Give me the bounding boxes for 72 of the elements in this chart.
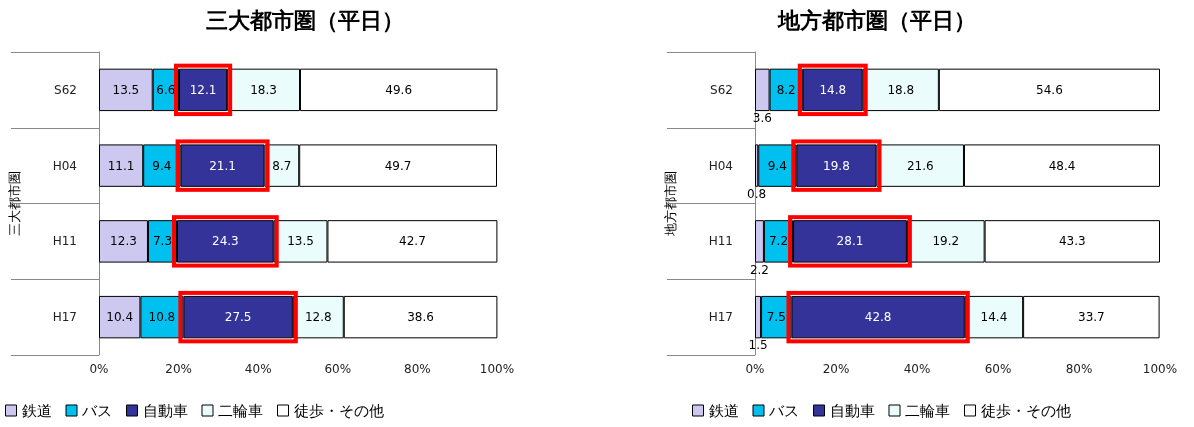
y-tick-label: S62 — [54, 82, 77, 97]
data-label: 12.8 — [304, 310, 332, 325]
data-label: 24.3 — [212, 234, 239, 249]
data-label: 11.1 — [107, 158, 135, 173]
legend-label: 鉄道 — [708, 401, 739, 420]
chart-title: 三大都市圏（平日） — [206, 7, 404, 33]
data-label: 0.8 — [747, 186, 767, 201]
y-tick-label: H11 — [52, 234, 77, 249]
x-tick-label: 100% — [1142, 362, 1178, 376]
x-tick-label: 100% — [479, 362, 515, 376]
y-tick-label: S62 — [710, 82, 733, 97]
data-label: 10.8 — [148, 310, 176, 325]
data-label: 18.8 — [887, 82, 915, 97]
x-tick-label: 40% — [903, 362, 931, 376]
data-label: 42.8 — [864, 310, 892, 325]
data-label: 8.2 — [776, 82, 796, 97]
legend-label: バス — [768, 401, 799, 420]
data-label: 49.7 — [384, 158, 412, 173]
data-label: 13.5 — [112, 82, 140, 97]
legend-label: 二輪車 — [905, 401, 950, 420]
x-tick-label: 20% — [165, 362, 192, 376]
legend-label: 二輪車 — [218, 401, 263, 420]
x-tick-label: 40% — [244, 362, 272, 376]
data-label: 13.5 — [287, 234, 314, 249]
data-label: 14.4 — [980, 310, 1008, 325]
data-label: 8.7 — [272, 158, 292, 173]
data-label: 49.6 — [385, 82, 413, 97]
data-label: 10.4 — [106, 310, 134, 325]
data-label: 9.4 — [767, 158, 787, 173]
data-label: 21.6 — [906, 158, 934, 173]
x-tick-label: 80% — [1065, 362, 1093, 376]
legend-label: 鉄道 — [21, 401, 52, 420]
data-label: 7.2 — [768, 234, 789, 249]
legend-label: 自動車 — [829, 401, 875, 420]
data-label: 27.5 — [224, 310, 252, 325]
x-tick-label: 0% — [745, 362, 765, 376]
data-label: 28.1 — [836, 234, 864, 249]
x-tick-label: 60% — [324, 362, 352, 376]
data-label: 21.1 — [209, 158, 236, 173]
data-label: 38.6 — [407, 310, 434, 325]
data-label: 42.7 — [399, 234, 426, 249]
chart-title: 地方都市圏（平日） — [777, 7, 976, 33]
data-label: 18.3 — [250, 82, 277, 97]
data-label: 12.3 — [110, 234, 137, 249]
data-label: 7.5 — [766, 310, 786, 325]
y-tick-label: H17 — [708, 310, 733, 325]
legend-label: 自動車 — [142, 401, 188, 420]
data-label: 48.4 — [1048, 158, 1076, 173]
data-label: 19.8 — [823, 158, 850, 173]
legend-label: 徒歩・その他 — [980, 401, 1071, 420]
x-tick-label: 20% — [822, 362, 850, 376]
x-tick-label: 60% — [984, 362, 1012, 376]
data-label: 7.3 — [152, 234, 173, 249]
data-label: 19.2 — [932, 234, 960, 249]
x-tick-label: 80% — [404, 362, 431, 376]
data-label: 2.2 — [749, 262, 769, 277]
legend-label: バス — [81, 401, 112, 420]
x-tick-label: 0% — [89, 362, 109, 376]
data-label: 43.3 — [1058, 234, 1086, 249]
data-label: 6.6 — [156, 82, 176, 97]
data-label: 14.8 — [819, 82, 847, 97]
data-label: 3.6 — [752, 111, 772, 126]
y-tick-label: H17 — [52, 310, 77, 325]
y-tick-label: H11 — [708, 234, 733, 249]
y-tick-label: H04 — [52, 158, 77, 173]
y-tick-label: H04 — [708, 158, 733, 173]
data-label: 1.5 — [748, 338, 768, 353]
data-label: 54.6 — [1036, 82, 1063, 97]
data-label: 33.7 — [1077, 310, 1105, 325]
data-label: 12.1 — [189, 82, 217, 97]
legend-label: 徒歩・その他 — [293, 401, 384, 420]
data-label: 9.4 — [152, 158, 172, 173]
